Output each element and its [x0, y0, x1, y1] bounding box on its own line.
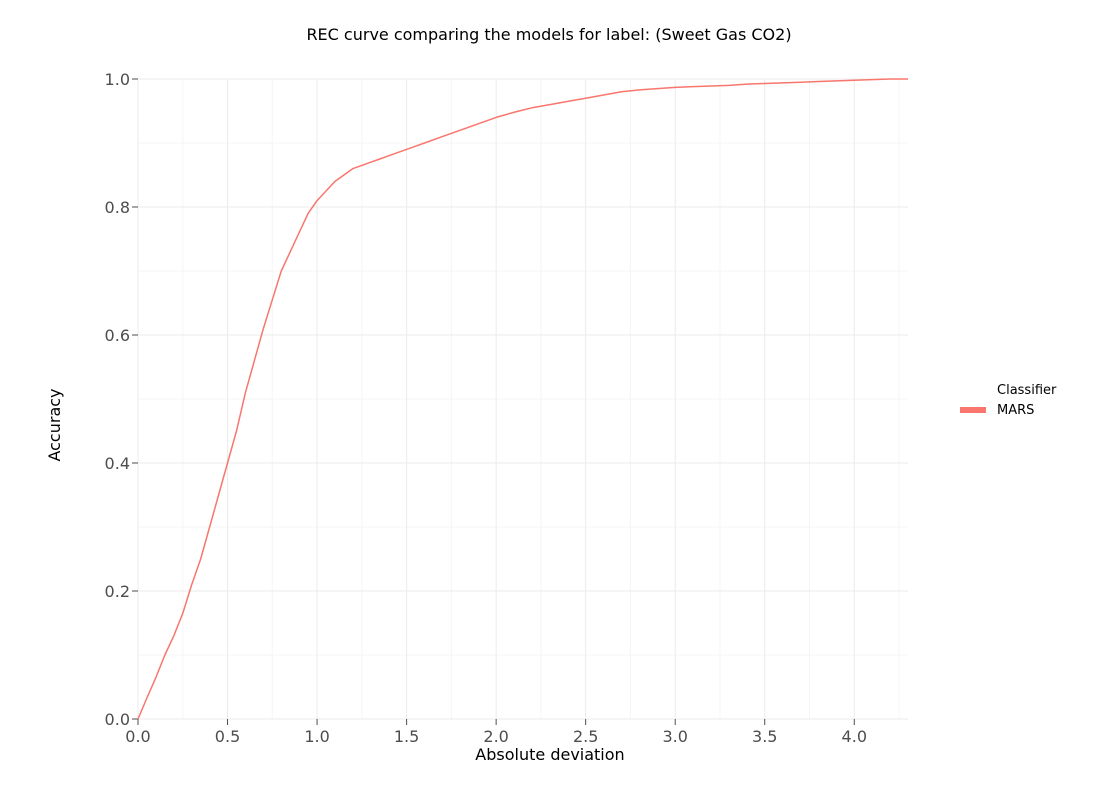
x-tick-label: 4.0 — [842, 727, 867, 746]
chart-title: REC curve comparing the models for label… — [306, 25, 791, 44]
x-tick-label: 0.5 — [215, 727, 240, 746]
legend-label-mars: MARS — [997, 403, 1034, 418]
x-tick-label: 0.0 — [125, 727, 150, 746]
y-axis-label: Accuracy — [45, 388, 64, 461]
legend: Classifier MARS — [960, 383, 1057, 418]
grid-major — [137, 78, 908, 720]
legend-title: Classifier — [997, 383, 1057, 398]
y-axis: 0.0 0.2 0.4 0.6 0.8 1.0 — [105, 70, 138, 729]
x-axis: 0.0 0.5 1.0 1.5 2.0 2.5 3.0 3.5 4.0 — [125, 719, 867, 746]
y-tick-label: 0.6 — [105, 326, 130, 345]
x-axis-label: Absolute deviation — [475, 745, 624, 764]
x-tick-label: 3.5 — [752, 727, 777, 746]
x-tick-label: 1.0 — [304, 727, 329, 746]
y-tick-label: 0.0 — [105, 710, 130, 729]
series-layer — [137, 78, 908, 720]
legend-swatch-mars — [960, 407, 986, 413]
y-tick-label: 0.8 — [105, 198, 130, 217]
x-tick-label: 1.5 — [394, 727, 419, 746]
y-tick-label: 0.2 — [105, 582, 130, 601]
series-line-mars — [137, 78, 908, 720]
x-tick-label: 3.0 — [662, 727, 687, 746]
x-tick-label: 2.5 — [573, 727, 598, 746]
y-tick-label: 0.4 — [105, 454, 130, 473]
grid-minor — [138, 79, 908, 719]
x-tick-label: 2.0 — [483, 727, 508, 746]
y-tick-label: 1.0 — [105, 70, 130, 89]
